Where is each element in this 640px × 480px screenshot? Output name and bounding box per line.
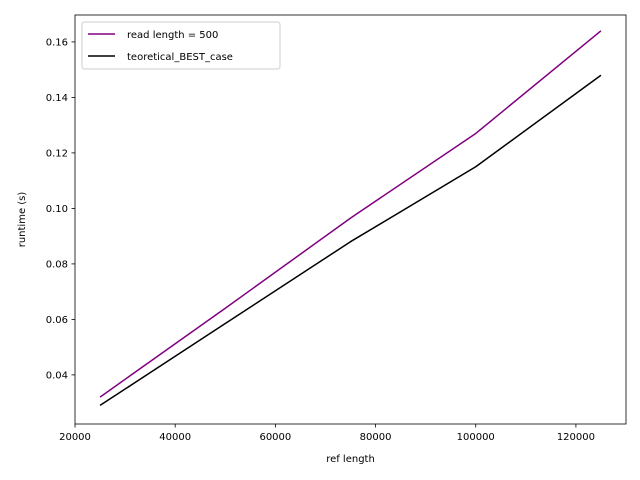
- x-tick-label: 40000: [159, 432, 191, 443]
- x-tick-label: 120000: [557, 432, 595, 443]
- x-tick-label: 20000: [59, 432, 91, 443]
- x-axis-label: ref length: [326, 454, 375, 465]
- x-tick-label: 100000: [457, 432, 495, 443]
- legend: read length = 500 teoretical_BEST_case: [82, 22, 280, 69]
- y-axis-label: runtime (s): [17, 192, 28, 248]
- x-tick-label: 80000: [360, 432, 392, 443]
- legend-label-1: read length = 500: [127, 30, 218, 41]
- y-tick-label: 0.14: [46, 93, 68, 104]
- y-tick-label: 0.16: [46, 37, 68, 48]
- y-tick-label: 0.10: [46, 204, 68, 215]
- x-tick-label: 60000: [259, 432, 291, 443]
- y-tick-label: 0.06: [46, 315, 68, 326]
- legend-label-2: teoretical_BEST_case: [127, 52, 233, 63]
- y-tick-label: 0.12: [46, 148, 68, 159]
- y-tick-label: 0.04: [46, 370, 68, 381]
- y-tick-label: 0.08: [46, 259, 68, 270]
